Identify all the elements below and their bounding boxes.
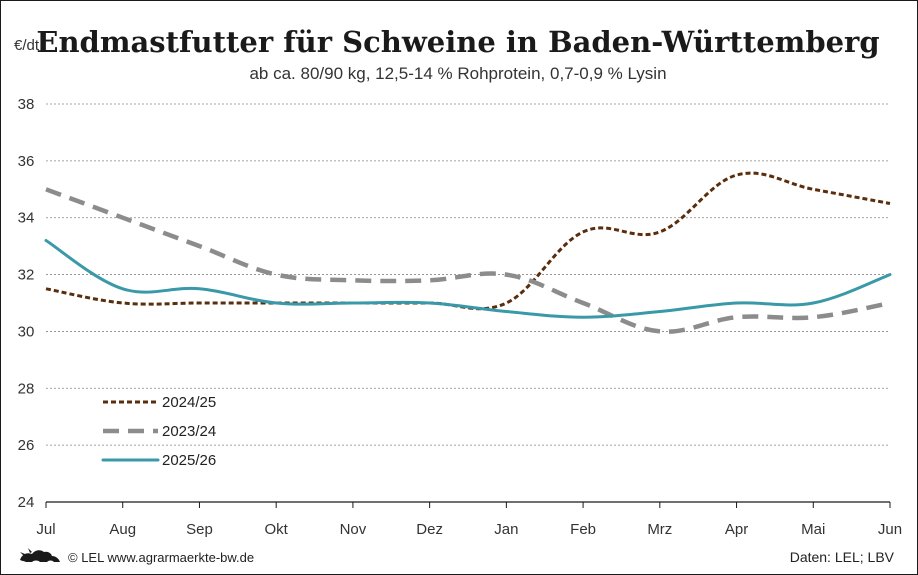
- lion-logo-icon: [20, 548, 60, 562]
- y-tick-label-26: 26: [18, 437, 35, 454]
- legend-label-2024-25: 2024/25: [162, 394, 216, 411]
- y-tick-label-24: 24: [18, 494, 35, 511]
- x-tick-label-dez: Dez: [416, 521, 443, 538]
- x-tick-label-jan: Jan: [494, 521, 518, 538]
- x-tick-label-mrz: Mrz: [647, 521, 672, 538]
- x-axis: Jul Aug Sep Okt Nov Dez Jan Feb Mrz Apr Mai Jun: [36, 501, 902, 538]
- x-tick-label-aug: Aug: [109, 521, 136, 538]
- footer-source: Daten: LEL; LBV: [790, 549, 895, 565]
- y-tick-label-34: 34: [18, 210, 35, 227]
- x-tick-label-apr: Apr: [725, 521, 748, 538]
- y-unit-label: €/dt: [14, 37, 40, 54]
- series-line-2023-24: [45, 187, 891, 334]
- series-line-2024-25: [45, 171, 891, 311]
- chart-title: Endmastfutter für Schweine in Baden-Würt…: [36, 25, 879, 59]
- legend: 2024/25 2023/24 2025/26: [101, 394, 216, 469]
- y-tick-label-38: 38: [18, 96, 35, 113]
- x-tick-label-jul: Jul: [36, 521, 55, 538]
- x-tick-label-jun: Jun: [878, 521, 902, 538]
- y-axis-ticks: 24 26 28 30 32 34 36 38: [18, 96, 35, 511]
- footer-credit: © LEL www.agrarmaerkte-bw.de: [68, 550, 254, 565]
- chart-subtitle: ab ca. 80/90 kg, 12,5-14 % Rohprotein, 0…: [249, 64, 666, 83]
- y-tick-label-32: 32: [18, 267, 35, 284]
- x-tick-label-okt: Okt: [265, 521, 289, 538]
- series-line-2025-26: [44, 239, 892, 319]
- x-tick-label-sep: Sep: [186, 521, 213, 538]
- legend-label-2025-26: 2025/26: [162, 452, 216, 469]
- y-tick-label-28: 28: [18, 380, 35, 397]
- legend-label-2023-24: 2023/24: [162, 423, 216, 440]
- x-tick-label-nov: Nov: [340, 521, 367, 538]
- y-tick-label-36: 36: [18, 153, 35, 170]
- series-lines: [44, 171, 892, 334]
- y-tick-label-30: 30: [18, 323, 35, 340]
- x-tick-label-mai: Mai: [801, 521, 825, 538]
- x-tick-label-feb: Feb: [570, 521, 596, 538]
